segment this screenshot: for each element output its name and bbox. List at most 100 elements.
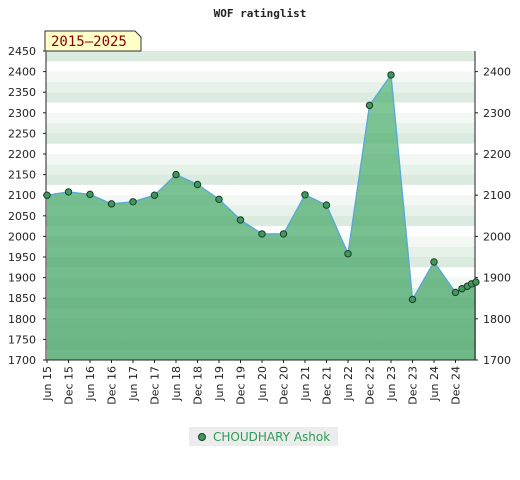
y-tick-label-left: 2200: [8, 148, 36, 161]
area-stripe: [46, 154, 475, 165]
area-stripe: [46, 71, 475, 82]
data-point: [322, 201, 331, 209]
y-tick-label-left: 2050: [8, 210, 36, 223]
grid-band: [46, 195, 475, 206]
grid-band: [46, 133, 475, 144]
data-point: [258, 230, 266, 238]
data-point: [472, 278, 480, 286]
y-axis-right-labels: 1700 1800 1900 2000 2100 2200 2300 2400: [483, 66, 511, 367]
area-stripe: [46, 215, 475, 227]
y-tick-label-right: 2000: [483, 230, 511, 243]
area-stripe: [46, 257, 475, 268]
grid-band: [46, 164, 475, 175]
y-tick-label-left: 1700: [8, 354, 36, 367]
data-point: [86, 190, 94, 199]
area-stripe: [46, 298, 475, 309]
data-point: [193, 180, 202, 189]
y-tick-label-right: 2200: [483, 148, 511, 161]
data-point: [408, 295, 417, 304]
data-point: [387, 71, 395, 79]
data-point: [129, 198, 137, 206]
grid-band: [46, 81, 475, 93]
x-axis-labels: Jun 15 Dec 15 Jun 16 Dec 16 Jun 17 Dec 17 Jun …: [41, 366, 463, 405]
x-tick-label: Dec 22: [364, 366, 377, 405]
area-fill: [46, 51, 476, 361]
y-tick-label-right: 2100: [483, 189, 511, 202]
data-point: [107, 200, 116, 208]
y-tick-label-right: 2400: [483, 66, 511, 79]
data-point: [365, 101, 374, 110]
y-tick-label-left: 2450: [8, 45, 36, 58]
area-stripe: [46, 92, 475, 103]
x-tick-label: Jun 20: [256, 366, 269, 402]
y-tick-label-right: 1700: [483, 354, 511, 367]
area-stripe: [46, 339, 475, 350]
legend-label: CHOUDHARY Ashok: [213, 429, 331, 444]
area-path: [47, 74, 476, 361]
grid-band: [46, 154, 475, 165]
area-stripe: [46, 236, 475, 247]
area-stripe: [46, 195, 475, 206]
data-point: [430, 258, 438, 266]
grid-band: [46, 143, 475, 154]
series-markers: [43, 71, 480, 304]
x-tick-label: Jun 18: [170, 366, 183, 402]
data-point: [236, 216, 245, 224]
area-stripe: [46, 174, 475, 185]
grid-band: [46, 123, 475, 134]
grid-band: [46, 71, 475, 82]
y-tick-label-left: 2350: [8, 86, 36, 99]
y-tick-label-left: 2300: [8, 107, 36, 120]
grid-band: [46, 205, 475, 216]
area-stripe: [46, 133, 475, 144]
x-tick-label: Dec 23: [407, 366, 420, 405]
data-point: [301, 191, 309, 199]
area-stripe: [46, 112, 475, 124]
grid-band: [46, 184, 475, 196]
x-tick-label: Jun 15: [41, 366, 54, 402]
x-tick-label: Jun 23: [385, 366, 398, 402]
x-tick-label: Dec 18: [192, 366, 205, 405]
y-tick-label-left: 1800: [8, 313, 36, 326]
data-point: [451, 288, 460, 297]
x-tick-label: Jun 19: [213, 366, 226, 402]
period-label: 2015–2025: [51, 34, 127, 50]
period-badge: 2015–2025: [44, 30, 142, 52]
x-tick-label: Jun 16: [84, 366, 97, 402]
data-point: [279, 230, 288, 238]
grid-band: [46, 61, 475, 72]
y-axis-left-labels: 1700 1750 1800 1850 1900 1950 2000 2050 2100 2150…: [8, 45, 36, 367]
data-point: [215, 195, 223, 204]
x-tick-label: Dec 17: [149, 366, 162, 405]
grid-band: [46, 215, 475, 227]
y-tick-label-left: 2150: [8, 169, 36, 182]
x-tick-label: Jun 22: [342, 366, 355, 402]
data-point: [344, 250, 352, 258]
area-stripe: [46, 277, 475, 288]
grid-band: [46, 92, 475, 103]
legend-marker-icon: [198, 432, 206, 441]
data-point: [150, 191, 159, 199]
x-tick-label: Dec 16: [106, 366, 119, 405]
data-point: [172, 170, 180, 179]
y-tick-label-left: 2250: [8, 127, 36, 140]
y-tick-label-left: 1850: [8, 292, 36, 305]
y-tick-label-left: 2100: [8, 189, 36, 202]
y-tick-label-left: 1950: [8, 251, 36, 264]
y-tick-label-right: 2300: [483, 107, 511, 120]
x-tick-label: Jun 24: [428, 366, 441, 402]
y-tick-label-left: 1900: [8, 272, 36, 285]
legend: CHOUDHARY Ashok: [189, 427, 339, 446]
y-tick-label-left: 1750: [8, 333, 36, 346]
x-tick-label: Dec 20: [278, 366, 291, 405]
y-tick-label-left: 2400: [8, 66, 36, 79]
x-tick-label: Dec 19: [235, 366, 248, 405]
data-point: [43, 191, 51, 199]
area-stripe: [46, 51, 475, 62]
y-tick-label-right: 1800: [483, 313, 511, 326]
x-tick-label: Jun 21: [299, 366, 312, 402]
grid-band: [46, 112, 475, 124]
grid-band: [46, 174, 475, 185]
y-tick-label-left: 2000: [8, 230, 36, 243]
